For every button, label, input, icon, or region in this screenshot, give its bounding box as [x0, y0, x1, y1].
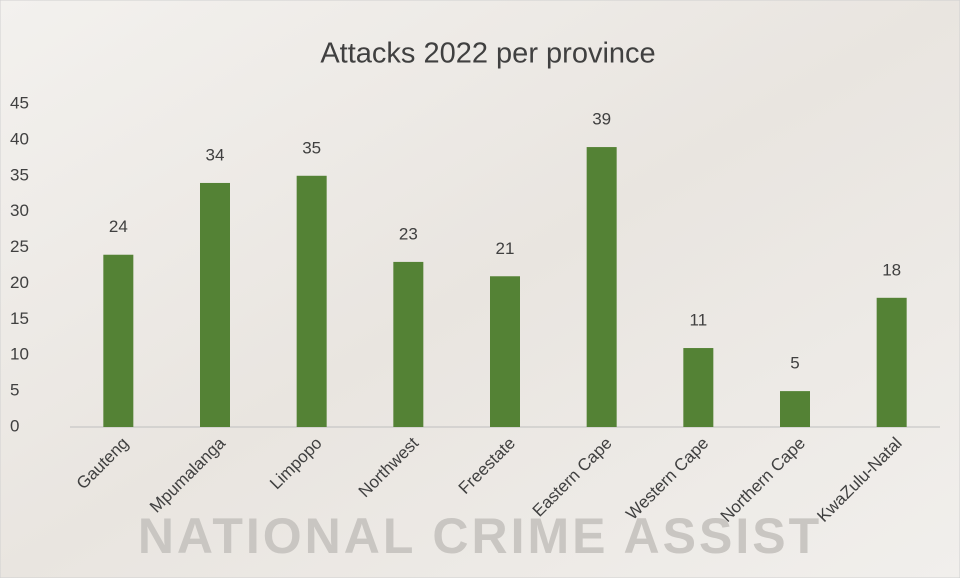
bar: [683, 348, 714, 427]
data-label: 11: [690, 311, 708, 330]
y-tick-label: 5: [10, 381, 19, 400]
data-label: 5: [790, 354, 799, 373]
y-tick-label: 40: [10, 129, 29, 148]
data-label: 35: [302, 138, 321, 157]
bar: [780, 391, 810, 427]
bar: [103, 254, 134, 427]
data-label: 21: [496, 239, 515, 258]
watermark: NATIONAL CRIME ASSIST: [138, 508, 822, 564]
chart-title: Attacks 2022 per province: [320, 38, 655, 70]
data-label: 24: [109, 217, 128, 236]
bar: [393, 261, 424, 427]
bar: [296, 175, 327, 427]
y-tick-label: 20: [10, 273, 29, 292]
bar: [200, 182, 230, 427]
bar: [490, 276, 520, 427]
data-label: 39: [592, 110, 611, 129]
bar: [876, 297, 907, 427]
data-label: 34: [206, 145, 225, 164]
bar: [586, 147, 617, 428]
y-tick-label: 10: [10, 345, 29, 364]
y-tick-label: 25: [10, 237, 29, 256]
data-label: 18: [882, 260, 901, 279]
y-tick-label: 35: [10, 165, 29, 184]
y-tick-label: 0: [10, 416, 19, 435]
y-tick-label: 45: [10, 93, 29, 112]
y-tick-label: 15: [10, 309, 29, 328]
data-label: 23: [399, 224, 418, 243]
y-tick-label: 30: [10, 201, 29, 220]
